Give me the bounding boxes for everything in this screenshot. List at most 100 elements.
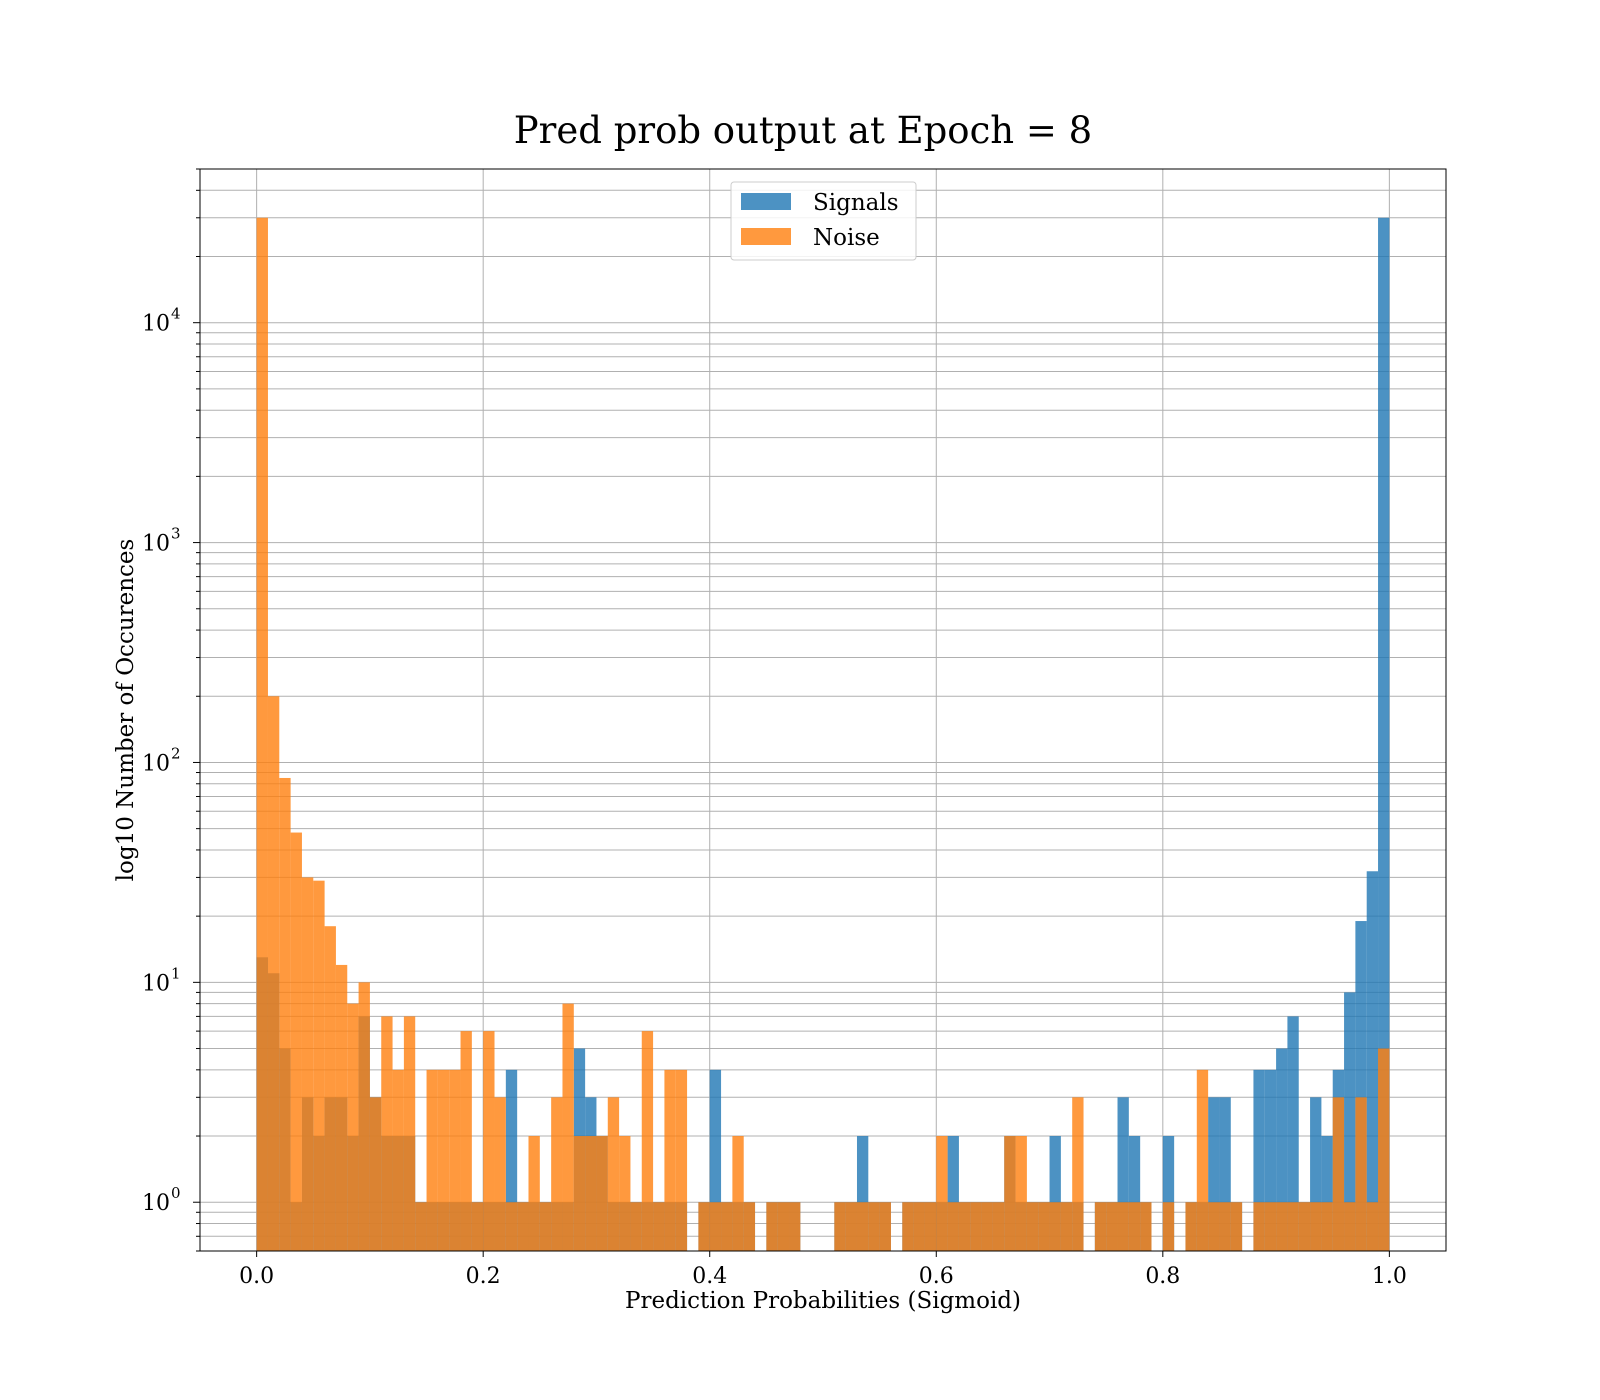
bar-noise xyxy=(607,1097,620,1251)
bar-noise xyxy=(437,1069,450,1251)
bar-signals xyxy=(1219,1097,1231,1251)
bar-noise xyxy=(902,1202,914,1251)
x-tick-label: 0.0 xyxy=(239,1264,274,1289)
bar-signals xyxy=(1128,1136,1141,1251)
bar-signals xyxy=(1344,992,1356,1251)
bar-noise xyxy=(494,1097,506,1251)
x-tick-label: 0.4 xyxy=(692,1264,727,1289)
bar-noise xyxy=(619,1136,631,1251)
bar-noise xyxy=(653,1202,665,1251)
bar-noise xyxy=(279,777,291,1251)
bar-signals xyxy=(856,1136,869,1251)
bar-signals xyxy=(1162,1136,1175,1251)
bar-noise xyxy=(641,1031,654,1251)
bar-noise xyxy=(1344,1202,1356,1251)
series-noise-bars xyxy=(256,217,1390,1252)
bar-noise xyxy=(403,1016,416,1251)
bar-noise xyxy=(347,1003,359,1251)
bar-signals xyxy=(1287,1016,1299,1251)
bar-noise xyxy=(1378,1048,1390,1251)
bar-noise xyxy=(358,982,370,1251)
bar-noise xyxy=(551,1097,563,1251)
x-axis-label: Prediction Probabilities (Sigmoid) xyxy=(625,1288,1021,1314)
bar-noise xyxy=(471,1202,484,1251)
bar-noise xyxy=(369,1097,382,1251)
bar-noise xyxy=(415,1202,427,1251)
bar-noise xyxy=(1219,1202,1231,1251)
bar-noise xyxy=(313,880,325,1251)
legend: Signals Noise xyxy=(730,181,917,261)
bar-noise xyxy=(721,1202,733,1251)
bar-noise xyxy=(1094,1202,1107,1251)
bar-noise xyxy=(562,1003,574,1251)
bar-noise xyxy=(1208,1202,1220,1251)
bar-noise xyxy=(1276,1202,1288,1251)
bar-noise xyxy=(845,1202,857,1251)
bar-noise xyxy=(596,1136,608,1251)
bar-noise xyxy=(324,926,336,1251)
y-tick-label: 10 xyxy=(142,312,170,337)
bar-noise xyxy=(1196,1069,1209,1251)
bar-noise xyxy=(1004,1136,1016,1251)
bar-noise xyxy=(1140,1202,1152,1251)
bar-signals xyxy=(1264,1069,1277,1251)
bar-noise xyxy=(1162,1202,1175,1251)
bar-noise xyxy=(698,1202,710,1251)
bar-noise xyxy=(743,1202,756,1251)
bar-signals xyxy=(1208,1097,1220,1251)
bar-signals xyxy=(1321,1136,1333,1251)
y-tick-label: 10 xyxy=(142,1191,170,1216)
bar-noise xyxy=(789,1202,801,1251)
bar-signals xyxy=(1049,1136,1061,1251)
bar-signals xyxy=(1366,871,1379,1251)
bar-noise xyxy=(483,1031,495,1251)
bar-noise xyxy=(267,696,280,1251)
bar-noise xyxy=(539,1202,552,1251)
bar-noise xyxy=(1128,1202,1141,1251)
y-tick-exponent: 1 xyxy=(171,964,181,982)
bar-noise xyxy=(1321,1202,1333,1251)
bar-noise xyxy=(256,217,268,1252)
bar-signals xyxy=(1378,217,1390,1252)
bar-signals xyxy=(947,1136,959,1251)
bar-noise xyxy=(924,1202,937,1251)
legend-swatch-noise xyxy=(741,228,791,245)
bar-noise xyxy=(1072,1097,1084,1251)
legend-swatch-signals xyxy=(741,193,791,210)
bar-signals xyxy=(1310,1097,1322,1251)
bar-noise xyxy=(392,1069,404,1251)
bar-noise xyxy=(290,832,302,1251)
y-tick-label: 10 xyxy=(142,971,170,996)
y-axis-label: log10 Number of Occurences xyxy=(113,539,139,882)
bar-noise xyxy=(913,1202,925,1251)
bar-signals xyxy=(709,1069,722,1251)
bar-noise xyxy=(1117,1202,1129,1251)
bar-noise xyxy=(992,1202,1005,1251)
bar-noise xyxy=(505,1202,518,1251)
plot-frame xyxy=(199,168,1447,1252)
bar-noise xyxy=(1026,1202,1039,1251)
bar-noise xyxy=(709,1202,722,1251)
bar-noise xyxy=(1106,1202,1118,1251)
bar-noise xyxy=(1310,1202,1322,1251)
bar-noise xyxy=(1366,1202,1379,1251)
bar-noise xyxy=(777,1202,790,1251)
bar-noise xyxy=(585,1136,597,1251)
bar-noise xyxy=(1060,1202,1073,1251)
bar-noise xyxy=(517,1202,529,1251)
x-tick-label: 1.0 xyxy=(1372,1264,1407,1289)
bar-noise xyxy=(630,1202,642,1251)
bar-noise xyxy=(1355,1097,1367,1251)
bar-noise xyxy=(449,1069,461,1251)
bar-noise xyxy=(675,1069,688,1251)
y-tick-exponent: 3 xyxy=(171,525,181,543)
bar-signals xyxy=(1355,921,1367,1251)
bar-noise xyxy=(1230,1202,1243,1251)
y-tick-label: 10 xyxy=(142,532,170,557)
y-tick-exponent: 2 xyxy=(171,744,181,762)
bar-noise xyxy=(981,1202,993,1251)
bar-noise xyxy=(528,1136,540,1251)
bar-signals xyxy=(1276,1048,1288,1251)
